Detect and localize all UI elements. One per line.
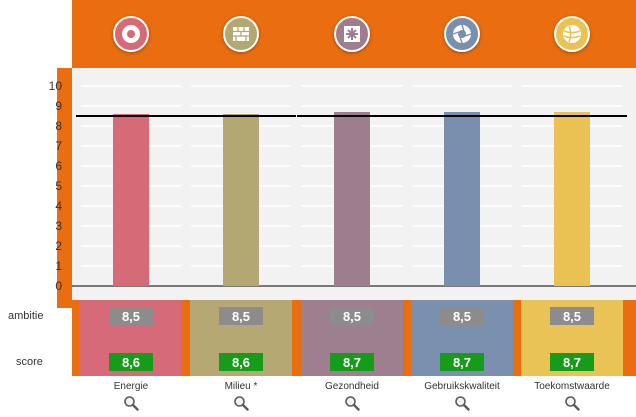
ambition-value: 8,5 <box>109 307 153 325</box>
score-bar <box>554 112 590 286</box>
category-label: Milieu * <box>224 381 258 392</box>
chart-area <box>72 68 636 300</box>
y-tick-label: 10 <box>48 79 62 93</box>
y-tick-label: 4 <box>55 199 62 213</box>
left-accent-strip <box>57 68 72 308</box>
score-value: 8,7 <box>330 353 374 371</box>
bar-chart <box>72 85 636 287</box>
y-tick-label: 6 <box>55 159 62 173</box>
score-row-label: score <box>16 356 43 368</box>
y-tick-label: 9 <box>55 99 62 113</box>
aperture-icon[interactable] <box>444 16 480 52</box>
magnifier-icon[interactable] <box>564 395 580 411</box>
score-value: 8,7 <box>550 353 594 371</box>
score-value: 8,7 <box>440 353 484 371</box>
y-tick-label: 5 <box>55 179 62 193</box>
score-bar <box>113 114 149 286</box>
y-tick-label: 0 <box>55 279 62 293</box>
score-value: 8,6 <box>219 353 263 371</box>
ambition-value: 8,5 <box>440 307 484 325</box>
y-tick-label: 7 <box>55 139 62 153</box>
cross-emblem-icon[interactable] <box>334 16 370 52</box>
y-tick-label: 2 <box>55 239 62 253</box>
score-bar <box>223 114 259 286</box>
ambition-value: 8,5 <box>330 307 374 325</box>
brick-wall-icon[interactable] <box>223 16 259 52</box>
y-tick-label: 3 <box>55 219 62 233</box>
magnifier-icon[interactable] <box>344 395 360 411</box>
magnifier-icon[interactable] <box>233 395 249 411</box>
score-bar <box>444 112 480 286</box>
flower-icon[interactable] <box>113 16 149 52</box>
category-label: Gezondheid <box>325 381 379 392</box>
ambition-value: 8,5 <box>550 307 594 325</box>
magnifier-icon[interactable] <box>123 395 139 411</box>
ambition-row-label: ambitie <box>8 310 44 322</box>
score-value: 8,6 <box>109 353 153 371</box>
score-bar <box>334 112 370 286</box>
globe-icon[interactable] <box>554 16 590 52</box>
category-label: Toekomstwaarde <box>534 381 610 392</box>
ambition-value: 8,5 <box>219 307 263 325</box>
category-label: Gebruikskwaliteit <box>424 381 500 392</box>
y-tick-label: 8 <box>55 119 62 133</box>
y-tick-label: 1 <box>55 259 62 273</box>
magnifier-icon[interactable] <box>454 395 470 411</box>
category-label: Energie <box>113 381 149 392</box>
